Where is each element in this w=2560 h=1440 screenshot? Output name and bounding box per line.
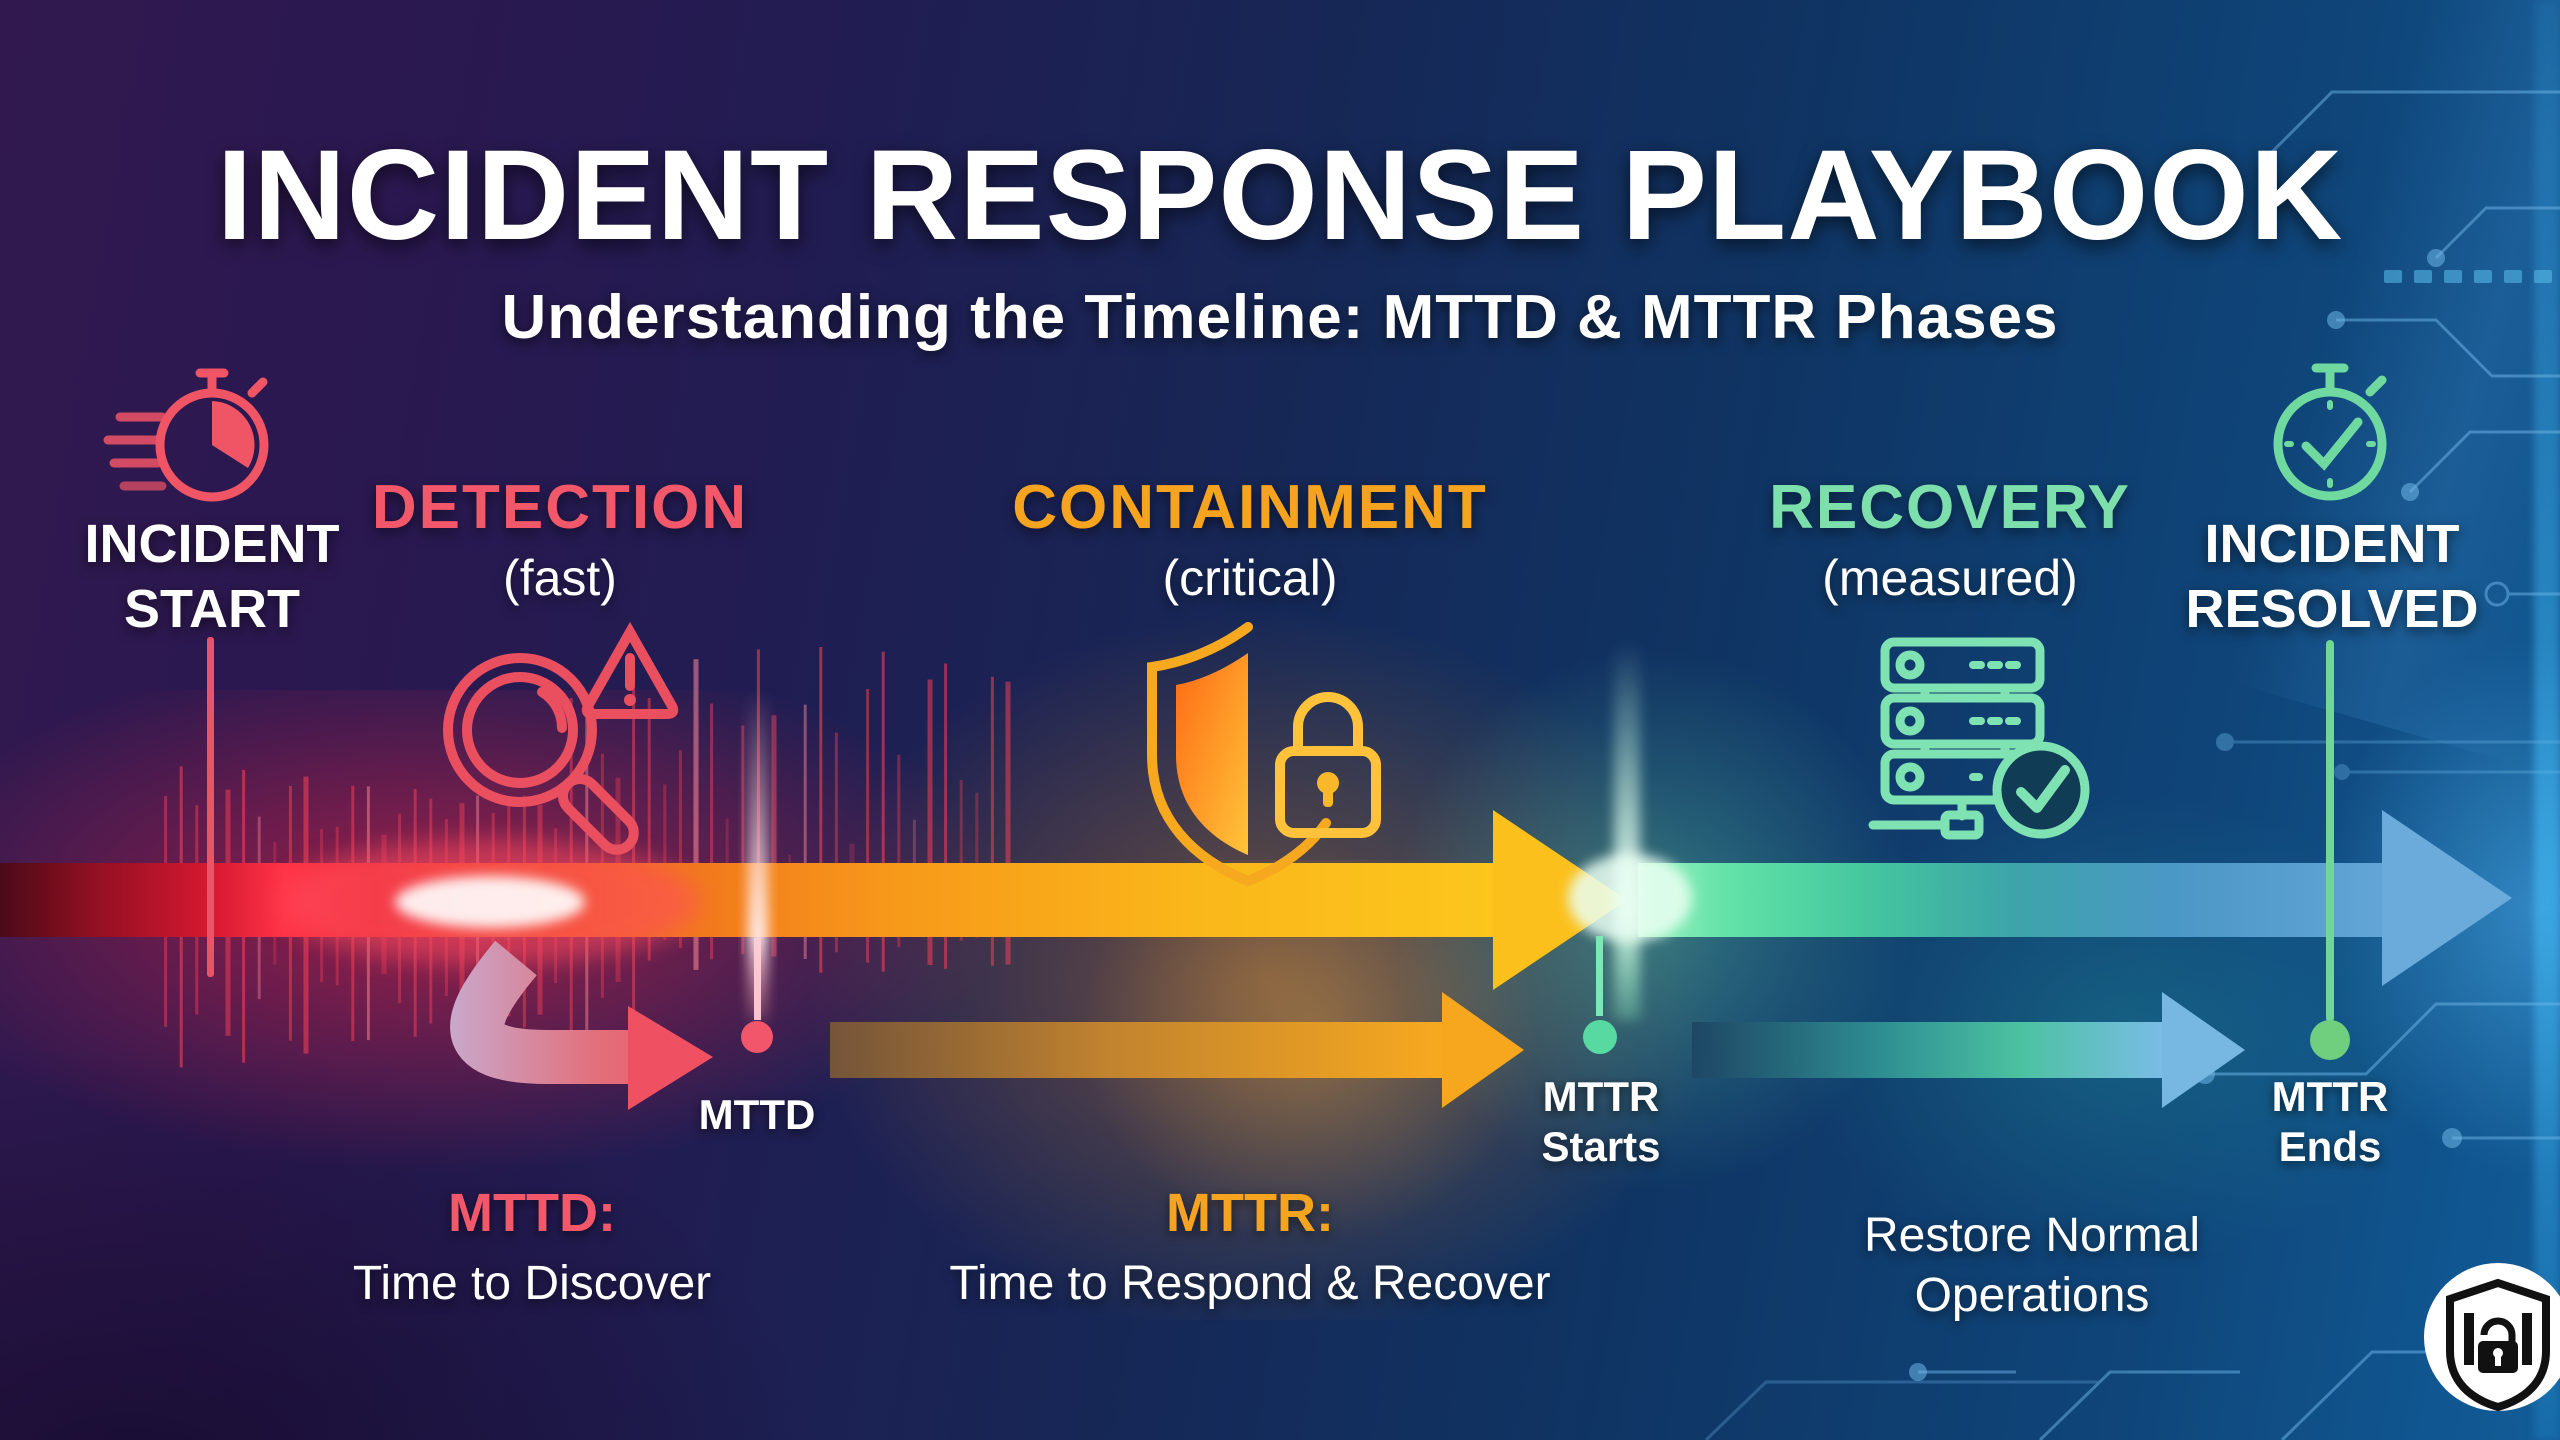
speed-stopwatch-icon [103, 368, 269, 502]
incident-resolved-line2: RESOLVED [2185, 578, 2479, 639]
note-mttd-definition: Time to Discover [352, 1257, 712, 1310]
phase-recovery-name: RECOVERY [1769, 473, 2131, 542]
mttr-ends-dot [2310, 1020, 2350, 1060]
phase-containment-qualifier: (critical) [1162, 550, 1338, 606]
page-subtitle: Understanding the Timeline: MTTD & MTTR … [501, 283, 2059, 352]
mttr-starts-line2: Starts [1541, 1122, 1661, 1170]
page-title: INCIDENT RESPONSE PLAYBOOK [216, 124, 2344, 267]
magnifier-alert-icon [443, 621, 679, 855]
shield-lock-icon [1147, 622, 1381, 887]
incident-start-line [207, 637, 214, 977]
shield-lock-brand-logo [2424, 1263, 2560, 1412]
note-restore: Restore Normal Operations [1782, 1206, 2282, 1326]
mttd-beam [748, 690, 768, 1020]
mttr-orange-arrow [830, 992, 1524, 1108]
mttr-starts-dot [1583, 1020, 1617, 1054]
mttr-ends-line1: MTTR [2271, 1073, 2389, 1120]
note-restore-line2: Operations [1914, 1269, 2150, 1322]
incident-start-label: INCIDENT START [32, 512, 392, 642]
note-mttr: MTTR: Time to Respond & Recover [900, 1182, 1600, 1314]
server-check-icon [1868, 637, 2090, 840]
phase-containment-name: CONTAINMENT [1012, 473, 1488, 542]
mttr-starts-label: MTTR Starts [1501, 1072, 1701, 1171]
mttd-dot [741, 1021, 773, 1053]
mttd-marker-label: MTTD [698, 1091, 816, 1138]
stopwatch-check-icon [2273, 363, 2387, 501]
incident-resolved-label: INCIDENT RESOLVED [2152, 512, 2512, 642]
note-mttr-definition: Time to Respond & Recover [949, 1257, 1551, 1310]
phase-recovery-qualifier: (measured) [1822, 550, 2078, 606]
mttd-stem [754, 938, 761, 1020]
phase-detection-qualifier: (fast) [503, 550, 617, 606]
incident-start-line2: START [124, 578, 300, 639]
mttr-teal-arrow [1692, 992, 2245, 1108]
phase-detection: DETECTION (fast) [360, 472, 760, 607]
mttr-ends-label: MTTR Ends [2230, 1072, 2430, 1171]
mttr-ends-line2: Ends [2278, 1122, 2382, 1170]
mttr-starts-stem [1596, 936, 1603, 1016]
mttr-starts-line1: MTTR [1542, 1073, 1660, 1120]
phase-containment: CONTAINMENT (critical) [1000, 472, 1500, 607]
incident-resolved-line1: INCIDENT [2204, 514, 2460, 574]
note-mttd-term: MTTD: [448, 1183, 616, 1243]
incident-start-line1: INCIDENT [84, 514, 340, 574]
mttr-ends-line [2326, 640, 2334, 1022]
phase-detection-name: DETECTION [371, 473, 749, 542]
mttd-return-arrow [450, 940, 713, 1110]
mttr-start-beam [1614, 640, 1640, 1020]
note-restore-line1: Restore Normal [1863, 1209, 2201, 1262]
phase-recovery: RECOVERY (measured) [1750, 472, 2150, 607]
note-mttr-term: MTTR: [1166, 1183, 1334, 1243]
note-mttd: MTTD: Time to Discover [282, 1182, 782, 1314]
